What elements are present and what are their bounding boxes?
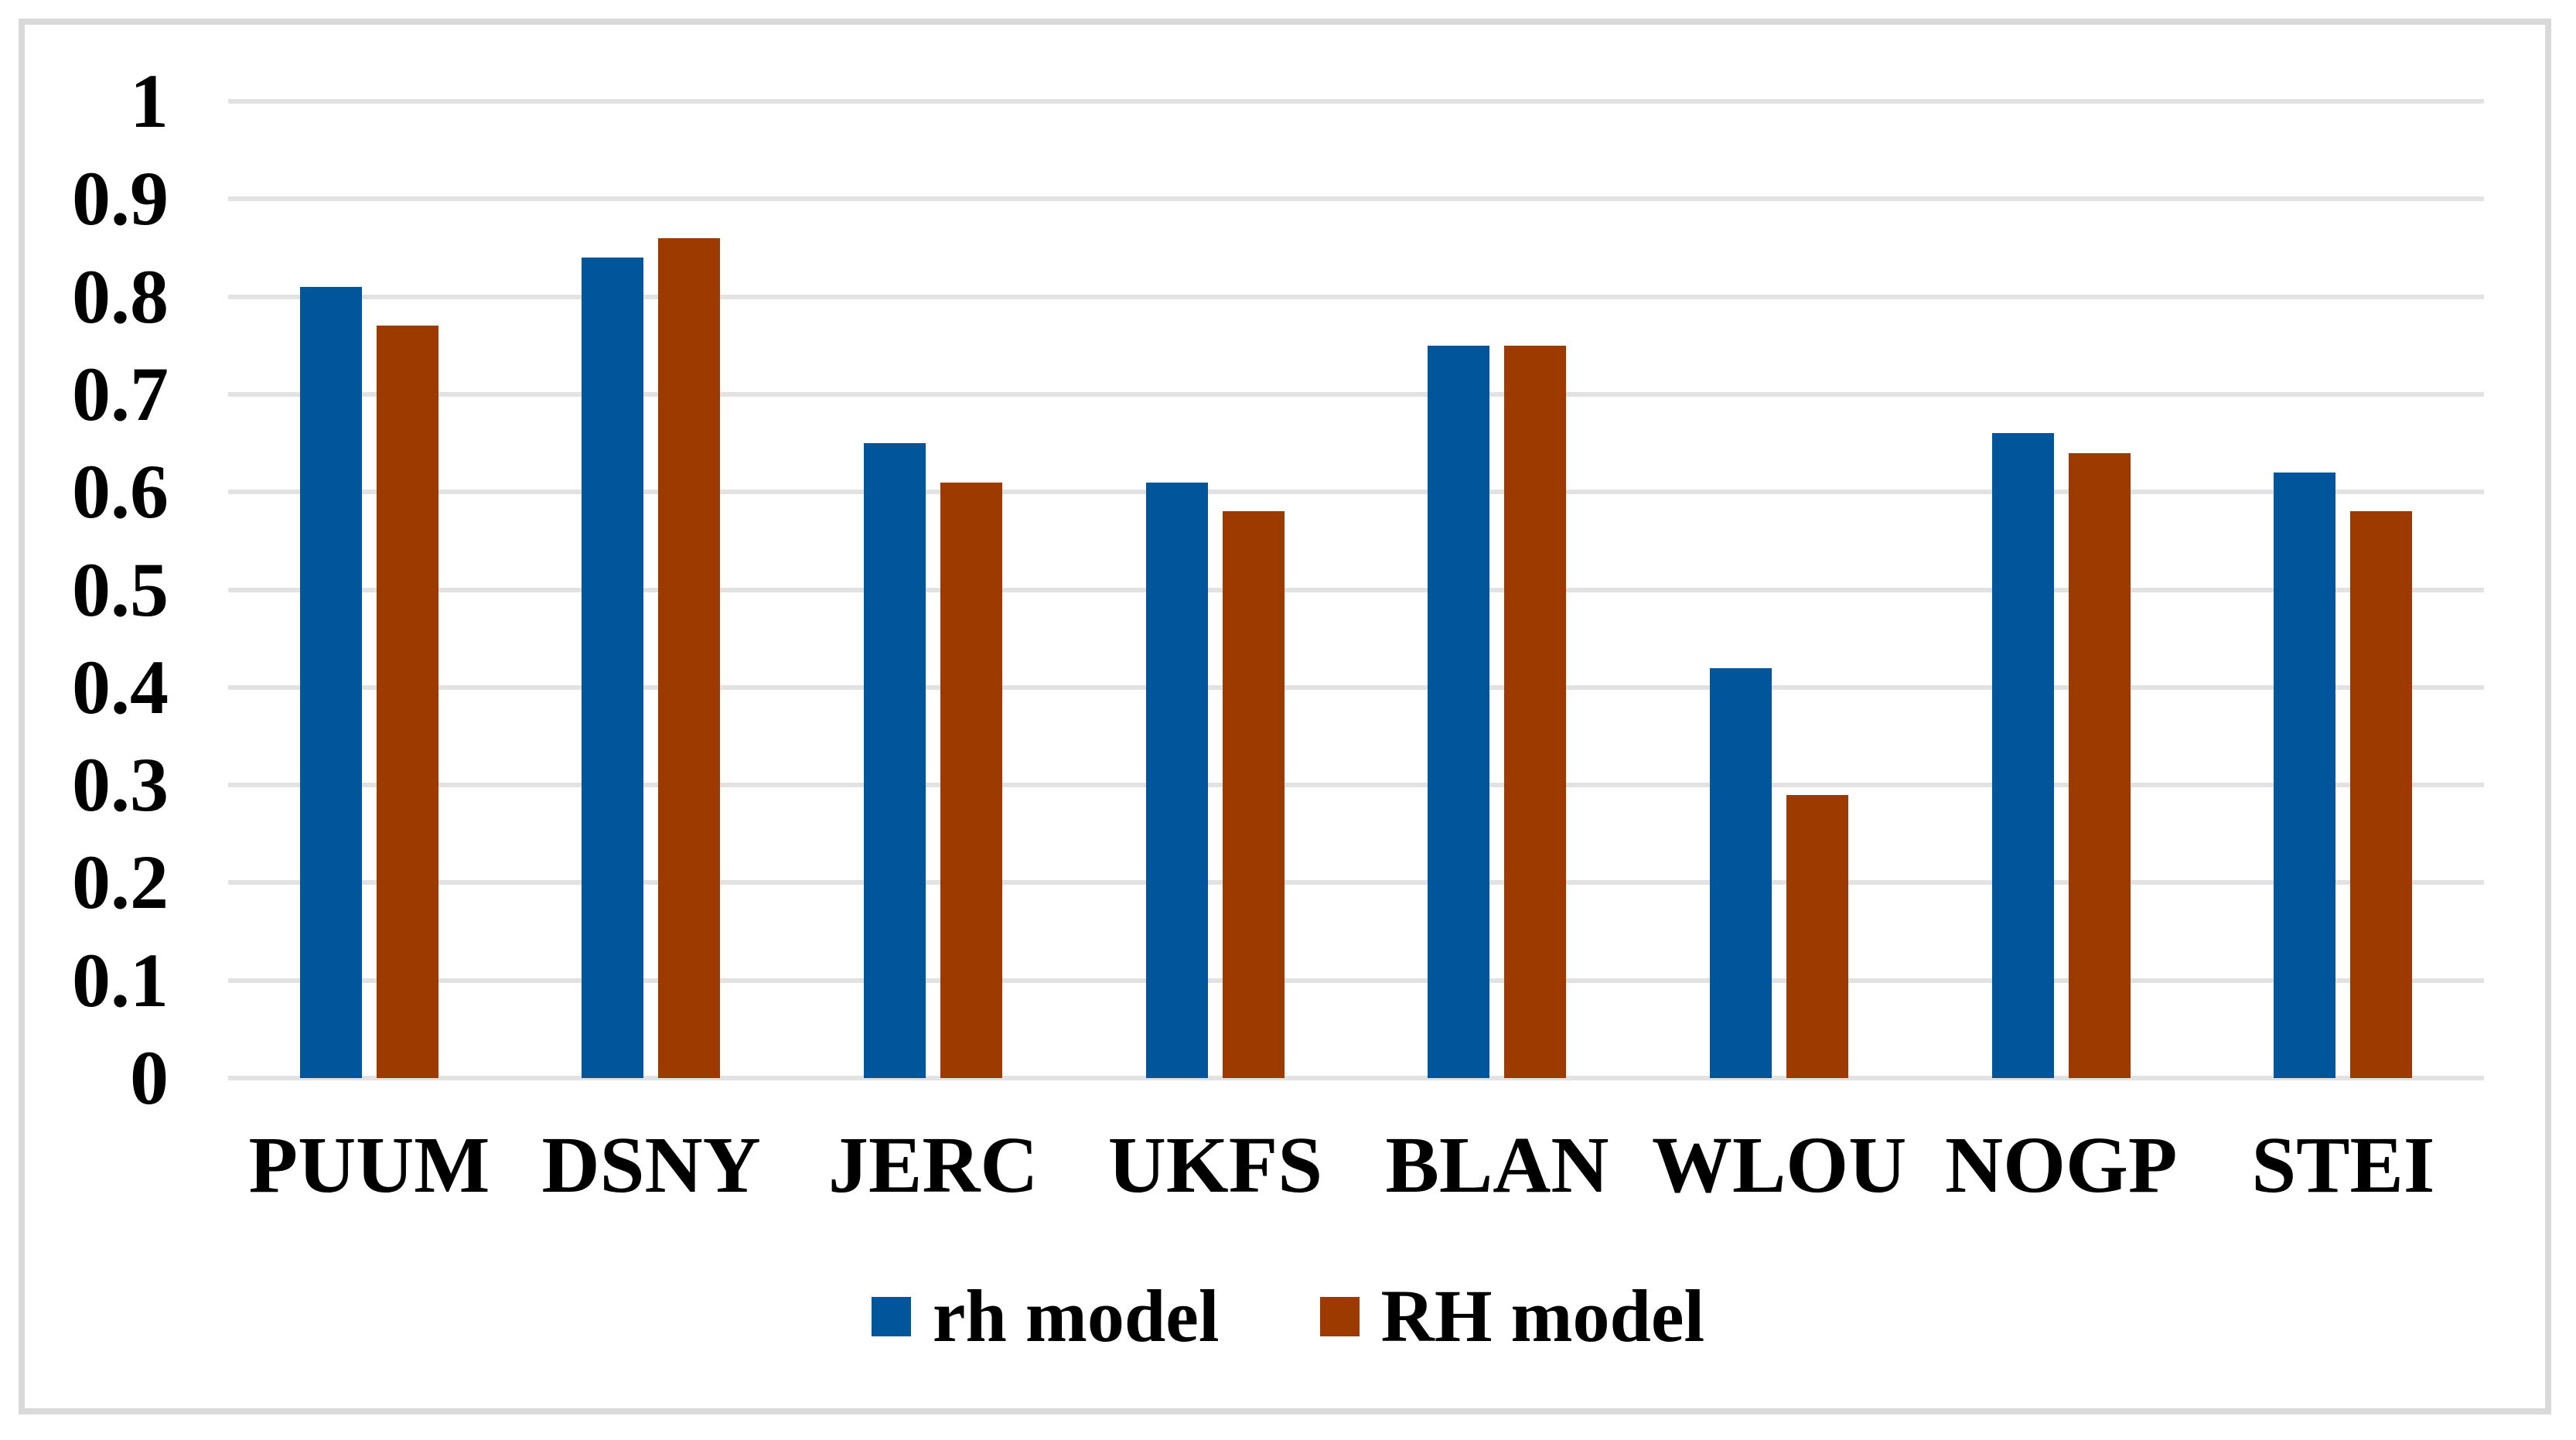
- bar-PUUM-RH-model: [376, 326, 438, 1078]
- gridline-0.2: [228, 880, 2484, 885]
- legend-label-RH-model: RH model: [1380, 1275, 1705, 1357]
- x-axis-category-label-NOGP: NOGP: [1945, 1121, 2178, 1210]
- x-axis-category-label-PUUM: PUUM: [248, 1121, 490, 1210]
- legend: rh model RH model: [0, 1278, 2576, 1355]
- y-axis-tick-label: 0.5: [72, 546, 169, 633]
- gridline-0.9: [228, 196, 2484, 202]
- x-axis-category-label-BLAN: BLAN: [1385, 1121, 1609, 1210]
- bar-DSNY-rh-model: [582, 258, 644, 1078]
- gridline-0.4: [228, 684, 2484, 690]
- y-axis-tick-label: 0.7: [72, 350, 169, 437]
- gridline-0.1: [228, 978, 2484, 983]
- bar-BLAN-RH-model: [1504, 345, 1567, 1078]
- y-axis-tick-label: 0.1: [72, 937, 169, 1023]
- legend-swatch-rh-model: [871, 1296, 911, 1336]
- gridline-0: [228, 1076, 2484, 1080]
- gridline-0.8: [228, 294, 2484, 299]
- x-axis-category-label-UKFS: UKFS: [1107, 1121, 1323, 1210]
- gridline-0.5: [228, 587, 2484, 592]
- y-axis-tick-label: 0.4: [72, 643, 169, 730]
- y-axis-tick-label: 0.9: [72, 155, 169, 242]
- bar-UKFS-RH-model: [1222, 511, 1285, 1078]
- legend-label-rh-model: rh model: [932, 1275, 1220, 1357]
- x-axis-category-label-JERC: JERC: [827, 1121, 1039, 1210]
- gridline-0.3: [228, 783, 2484, 788]
- bar-STEI-RH-model: [2350, 511, 2413, 1078]
- bar-DSNY-RH-model: [658, 237, 721, 1078]
- gridline-1: [228, 99, 2484, 104]
- y-axis-tick-label: 0.6: [72, 449, 169, 535]
- bar-WLOU-rh-model: [1709, 667, 1772, 1078]
- y-axis-tick-label: 0: [130, 1035, 169, 1121]
- bar-NOGP-rh-model: [1991, 433, 2054, 1078]
- gridline-0.7: [228, 391, 2484, 397]
- legend-item-RH-model: RH model: [1319, 1275, 1705, 1357]
- bar-JERC-RH-model: [940, 482, 1003, 1078]
- x-axis-category-label-DSNY: DSNY: [541, 1121, 761, 1210]
- bar-PUUM-rh-model: [299, 286, 362, 1078]
- x-axis-category-label-WLOU: WLOU: [1651, 1121, 1907, 1210]
- legend-item-rh-model: rh model: [871, 1275, 1220, 1357]
- y-axis-tick-label: 0.8: [72, 253, 169, 340]
- bar-STEI-rh-model: [2274, 472, 2336, 1078]
- y-axis-tick-label: 1: [130, 58, 169, 144]
- y-axis-tick-label: 0.3: [72, 742, 169, 828]
- bar-BLAN-rh-model: [1428, 345, 1490, 1078]
- x-axis-category-label-STEI: STEI: [2251, 1121, 2435, 1210]
- bar-UKFS-rh-model: [1145, 482, 1208, 1078]
- bar-WLOU-RH-model: [1786, 794, 1848, 1078]
- bar-NOGP-RH-model: [2068, 452, 2131, 1078]
- gridline-0.6: [228, 490, 2484, 495]
- bar-JERC-rh-model: [864, 443, 926, 1078]
- y-axis-tick-label: 0.2: [72, 839, 169, 926]
- legend-swatch-RH-model: [1319, 1296, 1360, 1336]
